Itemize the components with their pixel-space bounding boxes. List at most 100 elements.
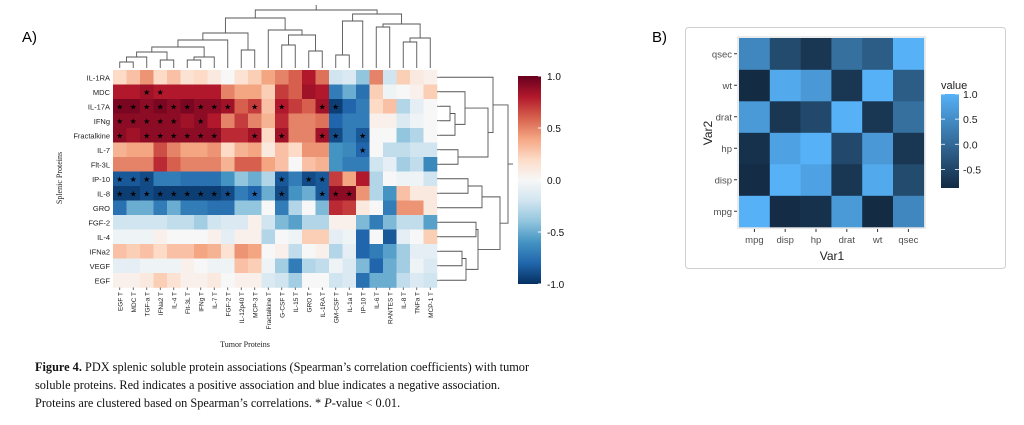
significance-star: ★ (359, 146, 366, 155)
dendrogram-branch (352, 13, 403, 24)
heatmap-cell (315, 142, 330, 158)
heatmap-cell (261, 229, 276, 245)
significance-star: ★ (211, 102, 218, 111)
colorbar-ticks: 1.0 0.5 0.0 -0.5 -1.0 (538, 72, 565, 291)
heatmap-cell (288, 99, 303, 114)
heatmap-cell (369, 157, 384, 172)
heatmap-cell (180, 113, 195, 129)
heatmap-cell (739, 195, 771, 228)
heatmap-cell (739, 101, 771, 133)
heatmap-cell (275, 186, 289, 201)
heatmap-cell (288, 244, 303, 259)
caption-line-1: PDX splenic soluble protein associations… (81, 360, 530, 374)
heatmap-cell (302, 99, 316, 114)
heatmap-cell (113, 142, 127, 158)
heatmap-cell (207, 229, 222, 245)
heatmap-cell (167, 229, 181, 245)
heatmap-cell (207, 215, 222, 230)
heatmap-cell (261, 273, 276, 288)
heatmap-cell (288, 273, 303, 288)
heatmap-cell (194, 171, 208, 187)
significance-star: ★ (251, 131, 258, 140)
heatmap-cell (167, 157, 181, 172)
significance-star: ★ (170, 117, 177, 126)
heatmap-cell (288, 229, 303, 245)
heatmap-cell (862, 69, 894, 102)
y-tick-label: wt (722, 81, 733, 92)
heatmap-cell (180, 215, 195, 230)
dendrogram-branch (440, 185, 483, 209)
heatmap-cells (739, 38, 925, 228)
heatmap-cell (356, 200, 370, 216)
heatmap-cell (302, 171, 316, 187)
significance-star: ★ (305, 175, 312, 184)
dendrogram-branch (288, 34, 316, 51)
heatmap-cell (396, 142, 411, 158)
y-tick-label: disp (715, 175, 732, 186)
heatmap-cell (207, 244, 222, 259)
heatmap-cell (410, 229, 424, 245)
y-tick-label: mpg (714, 207, 732, 218)
heatmap-cell (329, 258, 343, 274)
significance-star: ★ (157, 88, 164, 97)
heatmap-cell (153, 84, 168, 100)
heatmap-cell (207, 84, 222, 100)
heatmap-cell (423, 142, 438, 158)
heatmap-cell (113, 113, 127, 129)
heatmap-cell (167, 215, 181, 230)
dendrogram-branch (440, 250, 463, 267)
dendrogram-branch (478, 196, 501, 250)
heatmap-cell (207, 157, 222, 172)
heatmap-cell (369, 244, 384, 259)
heatmap-cell (356, 113, 370, 129)
heatmap-cell (831, 101, 863, 133)
significance-star: ★ (319, 189, 326, 198)
heatmap-cell (248, 84, 262, 100)
significance-star: ★ (143, 117, 150, 126)
heatmap-cell (140, 171, 154, 187)
significance-stars: ★ ★ ★ ★ ★ ★ ★ ★ ★ ★ ★ ★ ★ ★ ★ ★ ★ ★ ★ ★ ★ ★ ★ ★ ★ ★ ★ ★ ★ ★ ★ ★ ★ ★ ★ ★ ★ ★ ★ ★… (116, 88, 366, 199)
heatmap-cell (113, 99, 127, 114)
caption-line-3: Proteins are clustered based on Spearman… (35, 396, 325, 410)
dendrogram-branch (308, 50, 323, 68)
heatmap-cell (315, 84, 330, 100)
heatmap-cell (126, 157, 141, 172)
dendrogram-branch (342, 20, 364, 68)
heatmap-cell (261, 84, 276, 100)
heatmap-cell (234, 229, 249, 245)
heatmap-cell (275, 215, 289, 230)
heatmap-cell (180, 128, 195, 143)
heatmap-cell (221, 171, 235, 187)
heatmap-cell (261, 171, 276, 187)
heatmap-cell (113, 273, 127, 288)
heatmap-cell (410, 171, 424, 187)
heatmap-cell (153, 128, 168, 143)
heatmap-cell (302, 157, 316, 172)
heatmap-cell (383, 84, 397, 100)
heatmap-cell (207, 142, 222, 158)
heatmap-cell (113, 200, 127, 216)
dendrogram-branch (193, 56, 215, 68)
heatmap-cell (126, 171, 141, 187)
heatmap-cell (423, 229, 438, 245)
heatmap-cell (207, 113, 222, 129)
heatmap-cell (113, 70, 127, 85)
heatmap-cell (207, 99, 222, 114)
heatmap-cell (180, 70, 195, 85)
y-axis-title: Var2 (701, 120, 715, 145)
heatmap-cell (248, 273, 262, 288)
heatmap-cell (248, 70, 262, 85)
significance-star: ★ (278, 189, 285, 198)
dendrogram-branch (202, 32, 249, 50)
dendrogram-branch (493, 104, 509, 224)
row-label: VEGF (90, 262, 111, 271)
heatmap-cell (342, 200, 357, 216)
column-label: GM-CSF T (333, 292, 340, 323)
heatmap-cell (140, 244, 154, 259)
heatmap-cell (383, 142, 397, 158)
heatmap-cell (207, 273, 222, 288)
heatmap-cell (140, 128, 154, 143)
heatmap-cell (167, 84, 181, 100)
heatmap-cell (302, 244, 316, 259)
heatmap-cell (234, 128, 249, 143)
